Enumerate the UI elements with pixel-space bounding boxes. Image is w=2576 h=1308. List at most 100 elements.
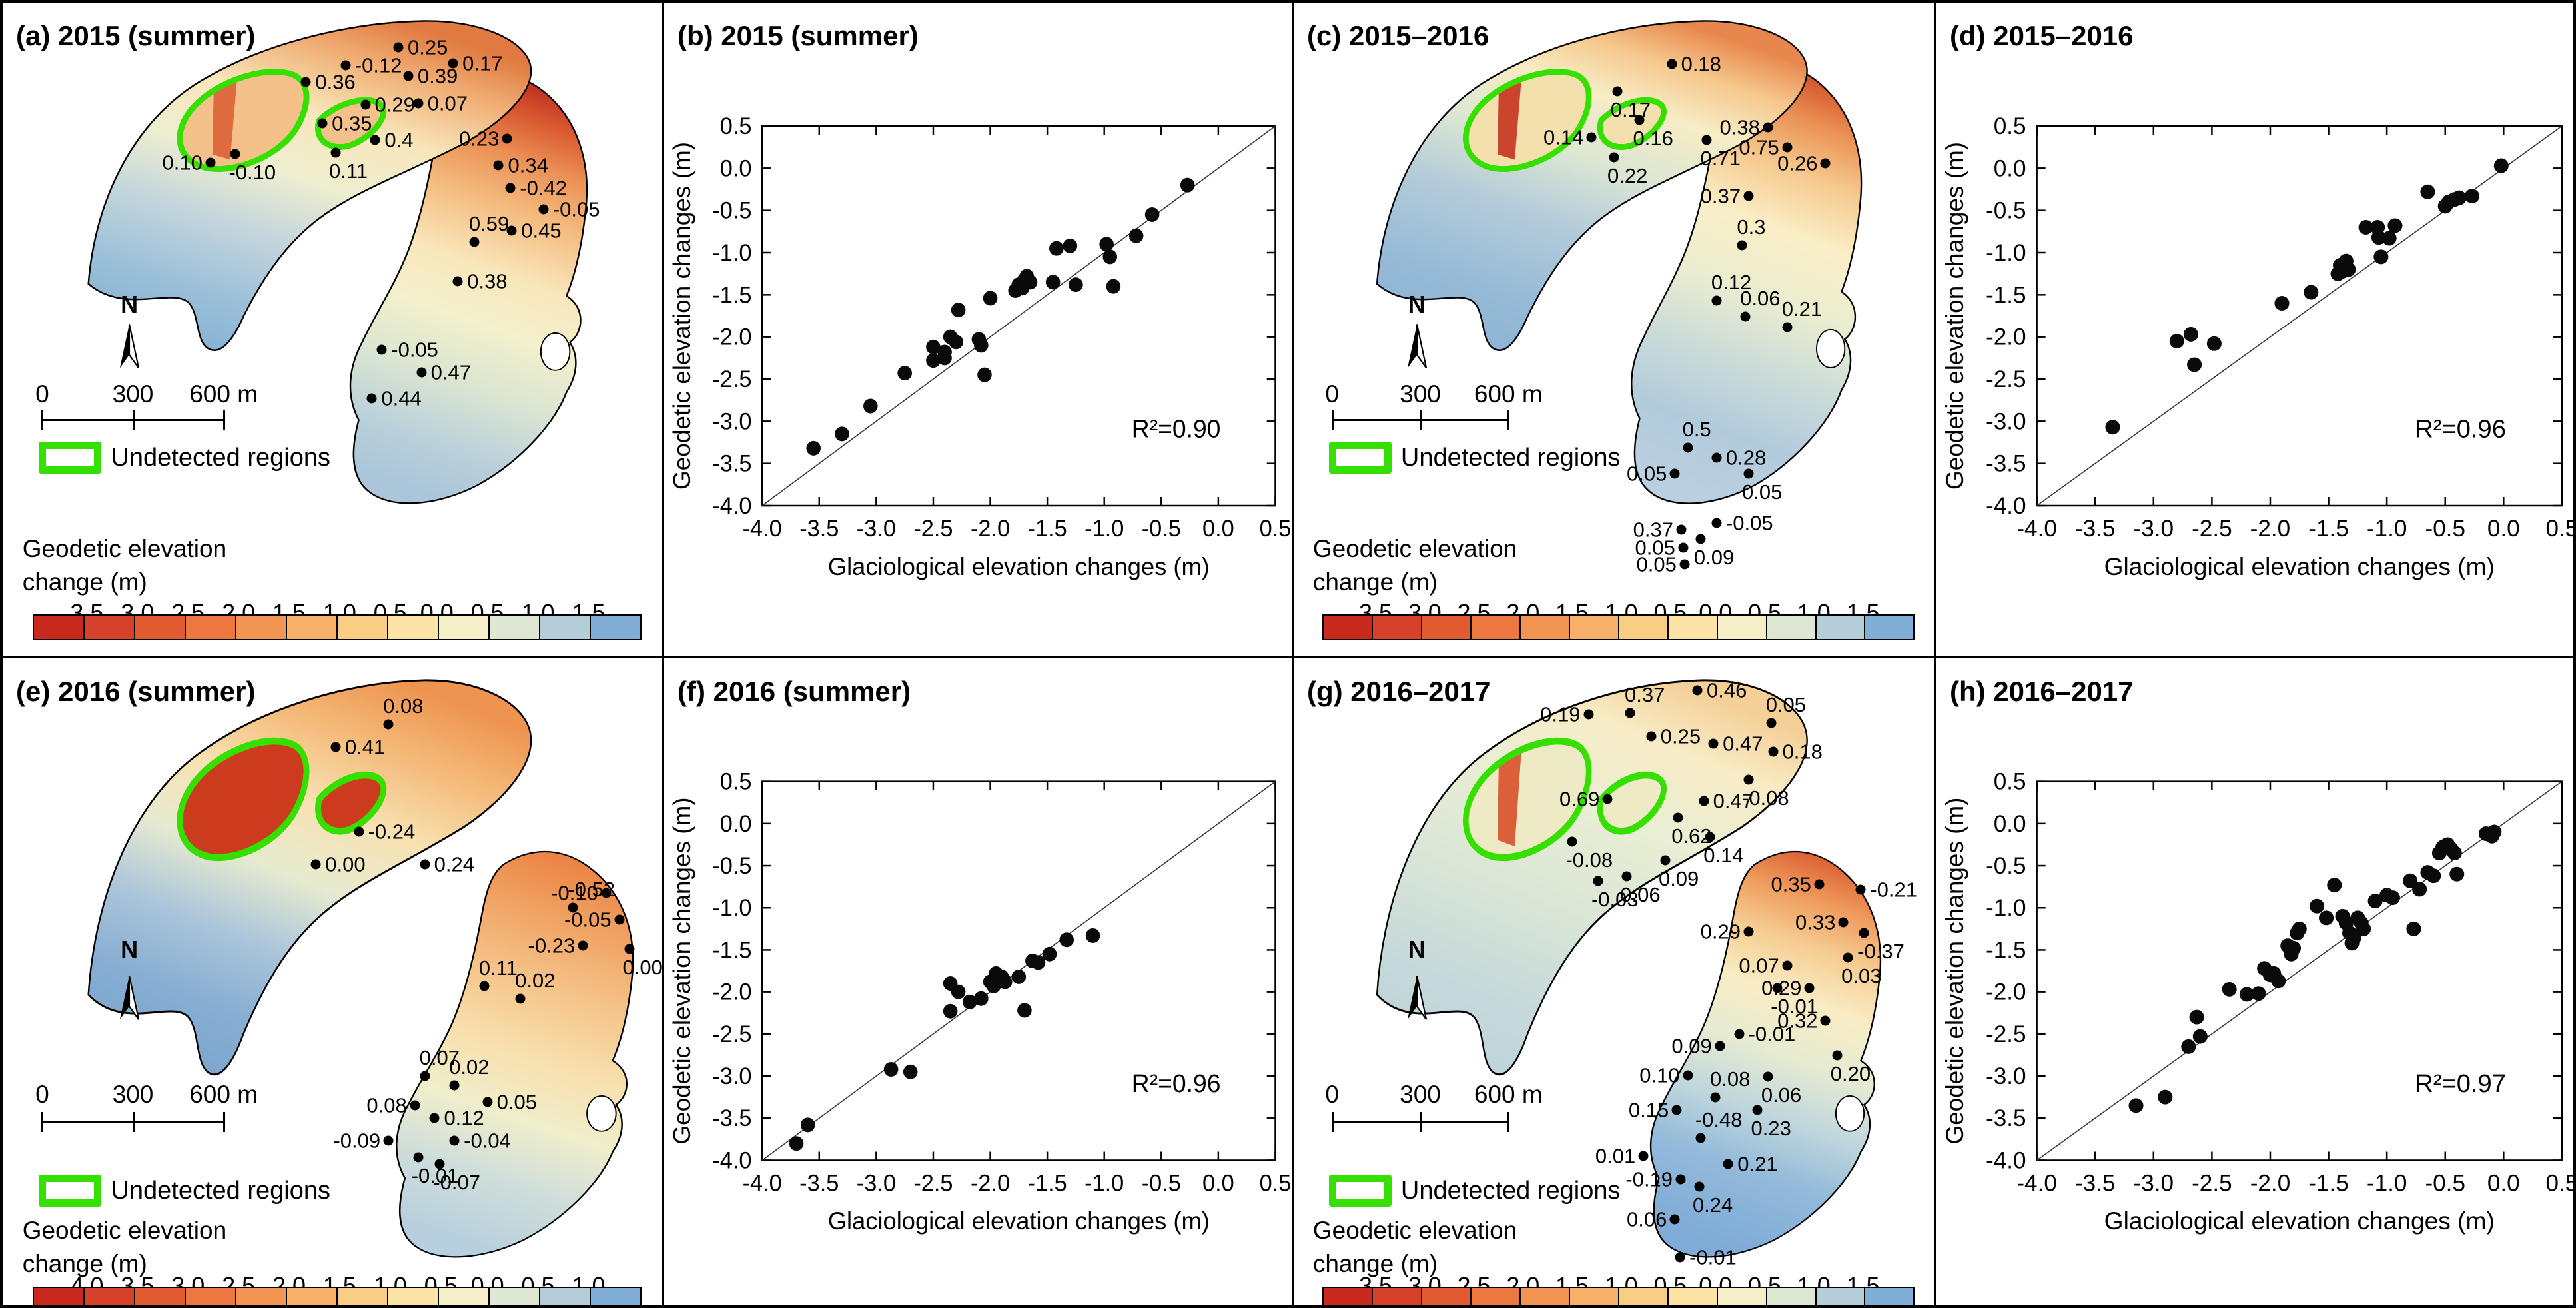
stake-dot [1752, 1105, 1763, 1115]
stake-dot [1705, 832, 1715, 842]
scatter-point [2412, 882, 2427, 897]
stake-value-label: 0.25 [408, 35, 448, 59]
stake-dot [1671, 1105, 1682, 1115]
x-tick-label: -3.5 [799, 516, 839, 542]
stake-value-label: 0.23 [1751, 1117, 1791, 1141]
stake-value-label: 0.28 [1725, 446, 1767, 470]
north-arrow-icon [1407, 976, 1427, 1020]
scatter-point [2128, 1098, 2144, 1113]
stake-value-label: 0.12 [1711, 271, 1752, 295]
stake-value-label: 0.06 [1627, 1207, 1667, 1231]
x-tick-label: -2.0 [971, 516, 1010, 542]
y-tick-label: -4.0 [712, 1148, 751, 1173]
stake-dot [300, 77, 311, 87]
x-tick-label: -4.0 [2016, 516, 2057, 542]
x-tick-label: -1.0 [2367, 1170, 2407, 1196]
stake-dot [1838, 917, 1849, 928]
stake-dot [403, 71, 414, 81]
y-tick-label: -1.0 [1986, 240, 2026, 266]
undetected-regions-swatch [39, 1175, 102, 1207]
panel-divider [662, 3, 664, 1305]
north-arrow-icon [119, 976, 140, 1020]
north-label: N [121, 290, 139, 318]
scatter-point [2426, 868, 2441, 884]
stake-value-label: 0.24 [434, 852, 474, 876]
x-tick-label: -0.5 [1142, 1171, 1181, 1196]
stake-dot [1763, 122, 1773, 133]
identity-line [2036, 125, 2563, 506]
y-tick-label: -0.5 [712, 198, 751, 223]
colorbar-segment [135, 616, 186, 639]
stake-dot [420, 1071, 430, 1081]
colorbar-segment [286, 616, 338, 639]
stake-value-label: 0.05 [1636, 552, 1677, 576]
stake-dot [1743, 468, 1754, 479]
stake-dot [1667, 59, 1677, 69]
colorbar-segment [439, 616, 490, 639]
stake-value-label: 0.59 [468, 212, 510, 236]
stake-value-label: -0.01 [1689, 1245, 1737, 1269]
panel-b: (b) 2015 (summer) -4.0 -4.0 -3.5 -3.5 -3.0 -3.… [664, 3, 1292, 656]
scatter-point [1011, 969, 1027, 984]
stake-value-label: -0.05 [1725, 511, 1773, 535]
y-tick-label: -2.5 [712, 367, 751, 392]
stake-value-label: 0.02 [449, 1055, 490, 1079]
panel-title: (f) 2016 (summer) [677, 676, 911, 707]
scatter-plot: -4.0-4.0 -3.5 -3.5 -3.0 -3.0 -2.5 -2.5 -2.0 -2.0… [669, 114, 1292, 580]
scatter-point [983, 291, 998, 306]
stake-value-label: -0.19 [1625, 1167, 1673, 1191]
y-tick-label: -4.0 [1986, 1148, 2026, 1174]
scatter-point [2206, 336, 2222, 351]
y-tick-label: -3.5 [712, 451, 751, 476]
scale-bar [1331, 1112, 1510, 1133]
legend-label: Undetected regions [111, 1176, 330, 1205]
y-tick-label: -3.5 [712, 1106, 751, 1131]
upper-glacier [1376, 679, 1808, 1076]
panel-d: (d) 2015–2016 -4.0 -4.0 -3.5 -3.5 -3.0 -3.0 -2.… [1936, 3, 2573, 656]
stake-dot [383, 1135, 394, 1146]
stake-dot [1708, 738, 1719, 749]
stake-dot [1820, 158, 1831, 169]
stake-value-label: 0.47 [1723, 732, 1763, 756]
y-tick-label: -2.0 [1986, 325, 2026, 350]
stake-value-label: 0.18 [1681, 52, 1721, 76]
r-squared-label: R²=0.90 [1132, 414, 1221, 442]
stake-value-label: 0.02 [515, 969, 556, 993]
stake-dot [383, 719, 394, 730]
x-tick-label: -1.5 [1028, 516, 1067, 542]
stake-dot [413, 1152, 424, 1163]
y-tick-label: 0.0 [1994, 155, 2026, 181]
stake-dot [1593, 876, 1603, 886]
stake-value-label: 0.00 [622, 955, 663, 979]
north-arrow: N [109, 291, 149, 378]
stake-dot [1701, 135, 1712, 145]
scale-label: 0 [35, 380, 49, 408]
stake-value-label: 0.45 [521, 219, 562, 243]
stake-dot [1602, 794, 1613, 804]
stake-value-label: -0.03 [1591, 887, 1639, 911]
scatter-point [1063, 238, 1078, 253]
stake-dot [1768, 746, 1779, 757]
scatter-point [2493, 158, 2509, 173]
colorbar-segment [185, 616, 236, 639]
y-tick-label: -1.5 [1986, 938, 2026, 964]
stake-value-label: 0.47 [1713, 789, 1754, 813]
scale-tick [222, 410, 225, 430]
stake-value-label: 0.37 [1633, 518, 1673, 542]
colorbar-segment [1373, 1287, 1423, 1305]
undetected-regions-legend: Undetected regions [1328, 1175, 1620, 1207]
stake-dot [1625, 708, 1635, 718]
stake-value-label: 0.36 [315, 70, 356, 94]
scale-label: 600 m [1474, 1081, 1543, 1109]
glacier-lake-hole [540, 332, 571, 371]
scatter-point [2192, 1029, 2208, 1044]
x-tick-label: -0.5 [1142, 516, 1181, 542]
scatter-point [2464, 189, 2480, 204]
stake-dot [1612, 86, 1623, 97]
stake-value-label: 0.69 [1559, 787, 1600, 811]
y-axis-label: Geodetic elevation changes (m) [1940, 798, 1968, 1145]
scale-label: 0 [35, 1081, 49, 1109]
x-tick-label: 0.5 [2545, 1170, 2576, 1196]
stake-value-label: 0.05 [1742, 480, 1783, 504]
scatter-point [2403, 873, 2418, 888]
